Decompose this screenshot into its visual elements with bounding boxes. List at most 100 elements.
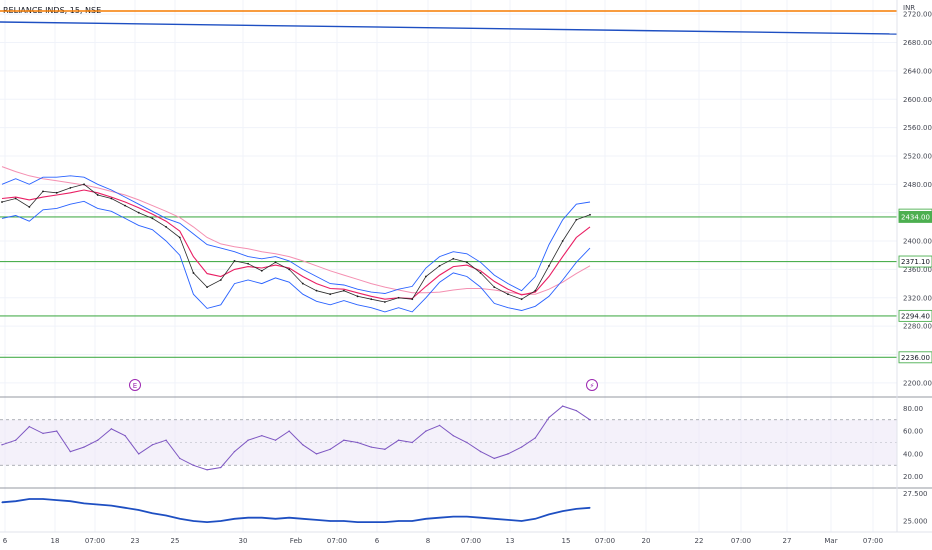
rsi-point [247, 439, 249, 441]
time-tick-label: 07:00 [863, 537, 883, 545]
rsi-point [561, 405, 564, 407]
lower-indicator-point [343, 520, 345, 522]
rsi-point [370, 446, 372, 448]
lower-indicator-point [589, 507, 591, 509]
rsi-point [343, 439, 345, 441]
price-point [274, 261, 277, 264]
price-tick-label: 2360.00 [903, 266, 932, 274]
lower-indicator-point [384, 521, 386, 523]
time-tick-label: 27 [783, 537, 792, 545]
time-tick-label: 07:00 [327, 537, 347, 545]
time-tick-label: 6 [375, 537, 380, 545]
lower-indicator-point [534, 518, 536, 520]
lower-indicator-point [83, 502, 85, 504]
price-point [301, 282, 304, 285]
lower-indicator-point [138, 509, 140, 511]
price-point [397, 296, 400, 299]
lower-indicator-point [165, 514, 167, 517]
price-point [466, 261, 468, 264]
rsi-point [165, 439, 167, 441]
price-point [548, 264, 550, 267]
price-point [1, 201, 3, 203]
rsi-pane [0, 405, 897, 471]
lower-indicator-point [69, 500, 71, 502]
lower-indicator-point [452, 516, 454, 518]
level-tag-box [898, 210, 932, 223]
lower-indicator-point [425, 518, 427, 520]
price-point [151, 217, 154, 220]
price-axis[interactable]: 2720.00 2680.00 2640.00 2600.00 2560.00 2520.… [898, 11, 932, 526]
level-tag: 2434.00 [901, 213, 930, 221]
price-point [206, 286, 209, 289]
time-tick-label: 22 [695, 537, 704, 545]
rsi-point [192, 464, 195, 466]
rsi-point [220, 466, 222, 469]
lower-indicator-point [548, 513, 550, 516]
price-point [178, 236, 181, 239]
time-axis[interactable]: 6 18 07:00 23 25 30 Feb 07:00 6 8 07:00 13 15 07:00 20… [3, 537, 883, 545]
lower-indicator-point [97, 503, 99, 506]
rsi-point [302, 444, 304, 446]
lower-indicator-line [1, 498, 591, 524]
price-point [534, 289, 537, 292]
price-tick-label: 2560.00 [903, 124, 932, 132]
price-point [124, 204, 126, 207]
lower-indicator-point [28, 498, 30, 500]
descending-trendline-blue [0, 21, 898, 35]
price-point [329, 293, 332, 296]
time-tick-label: 13 [506, 537, 515, 545]
time-tick-label: Feb [290, 537, 303, 545]
price-point [219, 279, 222, 281]
rsi-point [548, 416, 550, 419]
time-tick-label: 07:00 [461, 537, 481, 545]
rsi-point [315, 453, 318, 455]
rsi-point [438, 424, 441, 427]
lower-indicator-point [124, 507, 126, 509]
level-tag: 2371.10 [901, 258, 930, 266]
time-tick-label: 6 [3, 537, 8, 545]
lower-indicator-point [247, 517, 249, 519]
time-tick-label: 25 [171, 537, 180, 545]
rsi-point [69, 450, 72, 453]
lower-indicator-point [15, 500, 17, 502]
currency-label: INR [903, 4, 915, 12]
price-point [520, 298, 523, 301]
bollinger-upper-band [1, 175, 591, 294]
rsi-point [233, 450, 236, 453]
price-tick-label: 2400.00 [903, 238, 932, 246]
rsi-point [411, 441, 413, 444]
rsi-point [534, 437, 537, 439]
price-point [42, 190, 44, 193]
lower-indicator-point [480, 517, 482, 519]
bollinger-lower-band [1, 200, 591, 313]
event-markers: E ⚡ [129, 379, 598, 391]
rsi-point [274, 439, 277, 441]
lower-indicator-point [493, 518, 495, 520]
rsi-point [97, 439, 99, 441]
slow-moving-average-line [1, 166, 591, 295]
price-point [96, 194, 99, 196]
lower-indicator-point [233, 518, 236, 520]
lower-indicator-point [110, 505, 112, 507]
lower-indicator-point [329, 520, 331, 522]
price-point [83, 183, 85, 186]
rsi-tick-label: 80.00 [903, 405, 923, 413]
lower-indicator-point [411, 520, 413, 522]
price-point [589, 213, 591, 216]
rsi-point [452, 434, 454, 437]
time-tick-label: 23 [131, 537, 140, 545]
rsi-point [479, 450, 482, 453]
level-tag-box [898, 255, 932, 268]
rsi-point [138, 453, 140, 455]
rsi-point [151, 444, 154, 446]
level-tag: 2294.40 [901, 312, 930, 320]
fast-moving-average-line [1, 189, 591, 300]
time-tick-label: 20 [642, 537, 651, 545]
lower-indicator-point [521, 520, 523, 522]
level-tag-box [898, 309, 932, 322]
price-tick-label: 2320.00 [903, 294, 932, 302]
rsi-point [575, 409, 578, 412]
price-point [192, 272, 195, 274]
price-tick-label: 2520.00 [903, 152, 932, 160]
